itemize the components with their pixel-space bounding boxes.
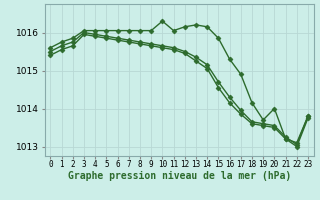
X-axis label: Graphe pression niveau de la mer (hPa): Graphe pression niveau de la mer (hPa) xyxy=(68,171,291,181)
